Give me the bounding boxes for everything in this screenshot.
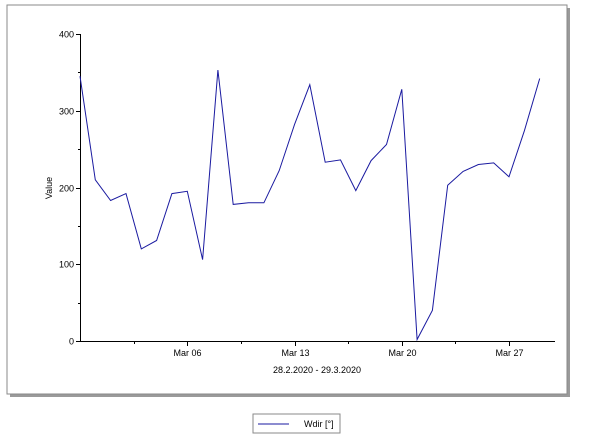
data-point [401, 89, 402, 90]
data-point [309, 84, 310, 85]
x-tick-label: Mar 27 [495, 348, 523, 358]
data-point [110, 200, 111, 201]
data-point [508, 176, 509, 177]
x-axis-ticks: Mar 06 Mar 13 Mar 20 Mar 27 [134, 341, 524, 358]
data-point [125, 193, 126, 194]
data-point [325, 162, 326, 163]
y-tick-label: 400 [59, 30, 74, 40]
data-point [355, 190, 356, 191]
legend: Wdir [°] [252, 413, 341, 434]
data-point [463, 171, 464, 172]
y-tick-label: 0 [69, 337, 74, 347]
y-axis-title: Value [44, 177, 54, 199]
data-point [539, 78, 540, 79]
data-point [524, 130, 525, 131]
data-point [187, 191, 188, 192]
data-point [217, 70, 218, 71]
chart-frame [6, 4, 568, 395]
data-point [386, 144, 387, 145]
series-group [79, 70, 541, 342]
data-point [279, 170, 280, 171]
data-point [156, 240, 157, 241]
data-point [340, 159, 341, 160]
y-tick-label: 100 [59, 260, 74, 270]
data-point [79, 76, 80, 77]
data-point [493, 162, 494, 163]
data-point [202, 259, 203, 260]
y-tick-label: 200 [59, 184, 74, 194]
legend-label: Wdir [°] [304, 419, 334, 429]
y-tick-label: 300 [59, 107, 74, 117]
data-point [417, 339, 418, 340]
y-axis-ticks: 0 100 200 300 400 [59, 30, 81, 347]
x-axis-title: 28.2.2020 - 29.3.2020 [273, 365, 361, 375]
data-point [248, 202, 249, 203]
x-tick-label: Mar 13 [281, 348, 309, 358]
data-point [263, 202, 264, 203]
data-point [478, 164, 479, 165]
data-point [171, 193, 172, 194]
data-point [371, 160, 372, 161]
data-point [294, 124, 295, 125]
legend-box [252, 413, 341, 434]
data-point [447, 185, 448, 186]
x-tick-label: Mar 06 [173, 348, 201, 358]
x-tick-label: Mar 20 [388, 348, 416, 358]
data-point [233, 204, 234, 205]
data-point [432, 310, 433, 311]
data-point [141, 248, 142, 249]
series-line [79, 70, 541, 342]
data-point [95, 179, 96, 180]
